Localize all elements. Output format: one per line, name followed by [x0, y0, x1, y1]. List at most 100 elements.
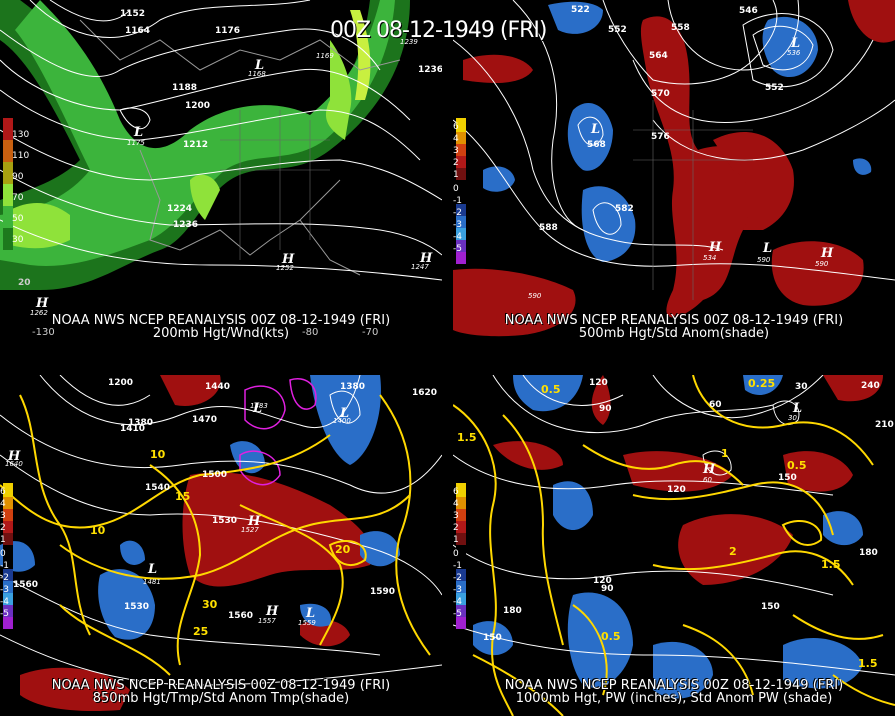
panel-source: NOAA NWS NCEP REANALYSIS 00Z 08-12-1949 … — [504, 678, 844, 693]
map-title: 00Z 08-12-1949 (FRI) — [330, 18, 547, 43]
svg-text:90: 90 — [599, 404, 612, 414]
svg-text:210: 210 — [875, 420, 894, 430]
svg-text:25: 25 — [193, 625, 208, 638]
lon-label: -70 — [362, 327, 378, 338]
map-1000mb: 120 90 60 30 0.5 1.5 240 210 150 180 120… — [453, 375, 895, 716]
svg-text:120: 120 — [593, 576, 612, 586]
contour-label: 588 — [539, 223, 558, 233]
svg-text:1481: 1481 — [143, 578, 161, 586]
low-value: 568 — [587, 140, 606, 150]
contour-label: 552 — [765, 83, 784, 93]
panel-field: 500mb Hgt/Std Anom(shade) — [578, 326, 770, 341]
svg-text:0.25: 0.25 — [748, 377, 775, 390]
svg-text:1530: 1530 — [124, 602, 149, 612]
contour-label: 1176 — [215, 26, 240, 36]
svg-text:2: 2 — [729, 545, 737, 558]
svg-text:60: 60 — [703, 476, 712, 484]
contour-label: 582 — [615, 204, 634, 214]
legend-label: 70 — [12, 193, 24, 203]
svg-text:L: L — [339, 406, 349, 421]
contour-label: 1164 — [125, 26, 150, 36]
svg-text:90: 90 — [601, 584, 614, 594]
contour-label: 546 — [739, 6, 758, 16]
panel-source: NOAA NWS NCEP REANALYSIS 00Z 08-12-1949 … — [51, 678, 391, 693]
svg-text:1410: 1410 — [120, 424, 145, 434]
svg-text:H: H — [281, 252, 295, 267]
contour-label: 1236 — [418, 65, 442, 75]
high-value: 590 — [528, 292, 542, 300]
svg-text:L: L — [147, 562, 157, 577]
panel-field: 200mb Hgt/Wnd(kts) — [152, 326, 290, 341]
low-value: 536 — [787, 49, 801, 57]
svg-text:10: 10 — [150, 448, 166, 461]
contour-label: 1188 — [172, 83, 197, 93]
contour-label: 522 — [571, 5, 590, 15]
panel-850mb: 1200 1380 1410 1440 1470 1380 1620 1500 … — [0, 375, 442, 716]
map-200mb: 1152 1164 1176 1188 1200 1212 1224 1236 … — [0, 0, 442, 338]
svg-text:L: L — [590, 122, 600, 137]
map-500mb: 522 552 558 546 564 570 576 552 588 582 … — [453, 0, 895, 337]
legend-label: 50 — [12, 214, 24, 224]
panel-200mb: 1152 1164 1176 1188 1200 1212 1224 1236 … — [0, 0, 442, 341]
svg-text:L: L — [762, 241, 772, 256]
svg-text:L: L — [792, 401, 802, 416]
svg-text:1400: 1400 — [333, 417, 351, 425]
svg-text:0.5: 0.5 — [787, 459, 807, 472]
high-value: 534 — [703, 254, 716, 262]
svg-text:1559: 1559 — [298, 619, 316, 627]
svg-text:H: H — [247, 514, 261, 529]
svg-text:H: H — [35, 296, 49, 311]
legend-label: 130 — [12, 130, 30, 140]
svg-text:L: L — [305, 606, 315, 621]
svg-text:120: 120 — [589, 378, 608, 388]
panel-1000mb: 120 90 60 30 0.5 1.5 240 210 150 180 120… — [453, 375, 895, 716]
contour-label: 564 — [649, 51, 668, 61]
svg-text:H: H — [820, 246, 834, 261]
svg-text:180: 180 — [859, 548, 878, 558]
svg-text:H: H — [702, 462, 716, 477]
svg-text:30: 30 — [788, 414, 797, 422]
contour-label: 1200 — [185, 101, 210, 111]
svg-text:1527: 1527 — [241, 526, 259, 534]
svg-text:240: 240 — [861, 381, 880, 391]
svg-text:150: 150 — [761, 602, 780, 612]
svg-text:L: L — [252, 401, 262, 416]
panel-source: NOAA NWS NCEP REANALYSIS 00Z 08-12-1949 … — [504, 313, 844, 328]
svg-text:1560: 1560 — [13, 580, 38, 590]
svg-text:H: H — [265, 604, 279, 619]
svg-text:1440: 1440 — [205, 382, 230, 392]
svg-text:1.5: 1.5 — [858, 657, 878, 670]
legend-label: 30 — [12, 235, 24, 245]
contour-label: 570 — [651, 89, 670, 99]
panel-500mb: 522 552 558 546 564 570 576 552 588 582 … — [453, 0, 895, 341]
high-value: 1247 — [411, 263, 429, 271]
low-value: 1168 — [248, 70, 266, 78]
contour-label: 1152 — [120, 9, 145, 19]
panel-field: 850mb Hgt/Tmp/Std Anom Tmp(shade) — [92, 691, 350, 706]
svg-text:10: 10 — [90, 524, 106, 537]
svg-text:1380: 1380 — [128, 418, 153, 428]
map-850mb: 1200 1380 1410 1440 1470 1380 1620 1500 … — [0, 375, 442, 712]
low-value: 1239 — [400, 38, 418, 46]
panel-source: NOAA NWS NCEP REANALYSIS 00Z 08-12-1949 … — [51, 313, 391, 328]
high-value: 1262 — [30, 309, 48, 317]
low-value: 590 — [757, 256, 771, 264]
svg-text:H: H — [708, 240, 722, 255]
svg-text:1560: 1560 — [228, 611, 253, 621]
panel-field: 1000mb Hgt, PW (inches), Std Anom PW (sh… — [515, 691, 833, 706]
svg-text:1383: 1383 — [250, 402, 268, 410]
svg-text:L: L — [790, 36, 800, 51]
contour-label: 1224 — [167, 204, 192, 214]
legend-label: 110 — [12, 151, 30, 161]
svg-text:1620: 1620 — [412, 388, 437, 398]
svg-text:1540: 1540 — [145, 483, 170, 493]
low-value: 1175 — [127, 139, 145, 147]
svg-text:H: H — [7, 449, 21, 464]
svg-text:1530: 1530 — [212, 516, 237, 526]
svg-text:60: 60 — [709, 400, 722, 410]
contour-label: 576 — [651, 132, 670, 142]
svg-text:120: 120 — [667, 485, 686, 495]
contour-label: 552 — [608, 25, 627, 35]
lon-label: -80 — [302, 327, 318, 338]
svg-text:1470: 1470 — [192, 415, 217, 425]
